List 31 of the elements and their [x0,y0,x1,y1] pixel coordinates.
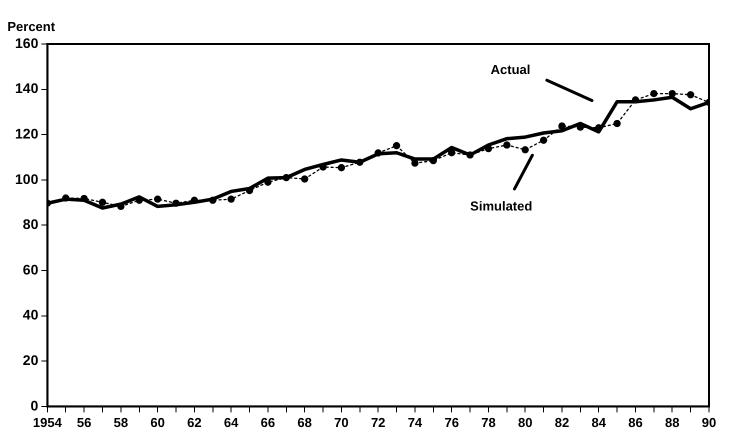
x-tick-label: 58 [114,414,128,430]
y-tick-label: 40 [22,306,39,323]
x-tick-label: 76 [444,414,459,430]
x-tick-label: 80 [518,414,532,430]
x-tick-label: 68 [297,414,312,430]
x-tick-label: 72 [370,414,386,430]
x-tick-label: 56 [76,414,92,430]
annotation: Actual [490,62,530,78]
x-tick-label: 66 [260,414,276,430]
y-tick-label: 160 [15,34,39,51]
x-tick-label: 62 [187,414,202,430]
x-tick-label: 1954 [32,414,63,430]
x-tick-label: 90 [702,414,716,430]
x-tick-label: 78 [481,414,496,430]
y-tick-label: 120 [15,125,39,142]
annotation: Simulated [470,198,532,214]
x-tick-label: 70 [334,414,349,430]
x-tick-label: 82 [554,414,570,430]
x-tick-label: 74 [408,414,423,430]
x-tick-label: 60 [150,414,165,430]
y-tick-label: 100 [15,170,39,187]
y-axis-title: Percent [7,19,56,34]
x-tick-label: 86 [628,414,643,430]
y-tick-label: 60 [22,261,39,278]
y-tick-label: 140 [15,80,39,96]
x-tick-label: 84 [591,414,607,430]
y-tick-label: 80 [22,216,39,232]
x-tick-label: 64 [224,414,240,430]
x-tick-label: 88 [665,414,680,430]
y-tick-label: 20 [22,352,39,368]
y-tick-label: 0 [30,397,39,414]
